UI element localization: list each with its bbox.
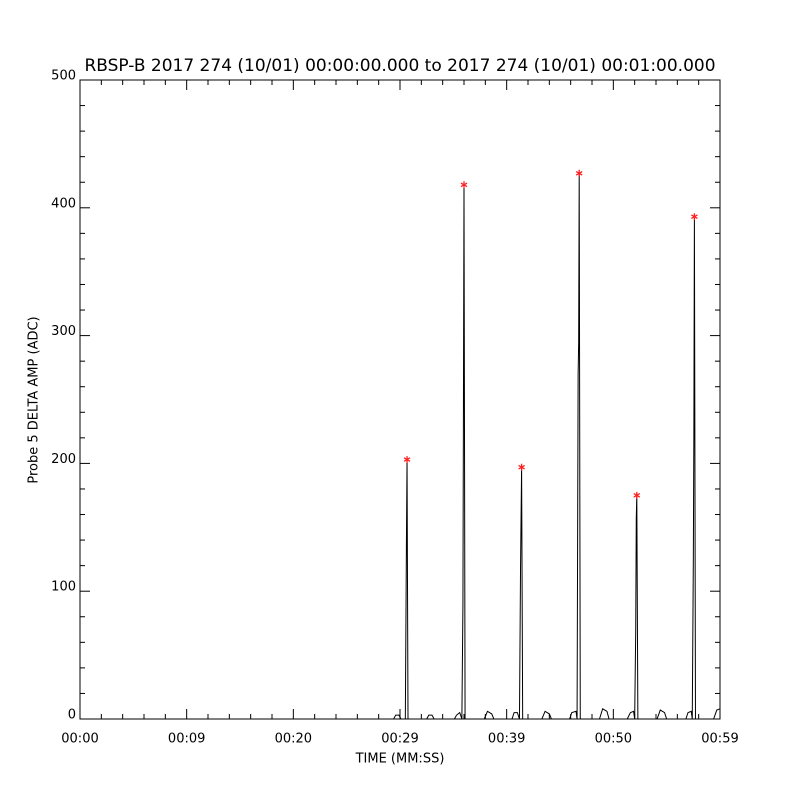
peak-marker <box>633 491 641 499</box>
x-tick-label: 00:09 <box>168 732 205 747</box>
peak-marker <box>518 463 525 471</box>
signal-line <box>80 173 721 720</box>
peak-marker <box>403 456 411 464</box>
y-tick-label: 300 <box>51 324 76 339</box>
x-tick-label: 00:20 <box>275 732 312 747</box>
x-tick-label: 00:59 <box>701 732 738 747</box>
y-axis-label: Probe 5 DELTA AMP (ADC) <box>27 316 42 483</box>
chart-title: RBSP-B 2017 274 (10/01) 00:00:00.000 to … <box>84 56 715 76</box>
x-tick-label: 00:00 <box>61 732 98 747</box>
x-tick-label: 00:39 <box>488 732 525 747</box>
y-tick-label: 100 <box>51 580 76 595</box>
peak-marker <box>575 169 583 177</box>
x-axis-label: TIME (MM:SS) <box>355 752 445 767</box>
y-tick-label: 400 <box>51 196 76 211</box>
y-tick-label: 0 <box>68 708 76 723</box>
plot-frame <box>79 79 721 720</box>
x-tick-label: 00:50 <box>595 732 632 747</box>
y-tick-label: 500 <box>51 69 76 84</box>
peak-marker <box>460 181 468 189</box>
x-tick-label: 00:29 <box>381 732 418 747</box>
peak-marker <box>691 213 698 221</box>
y-tick-label: 200 <box>51 452 76 467</box>
